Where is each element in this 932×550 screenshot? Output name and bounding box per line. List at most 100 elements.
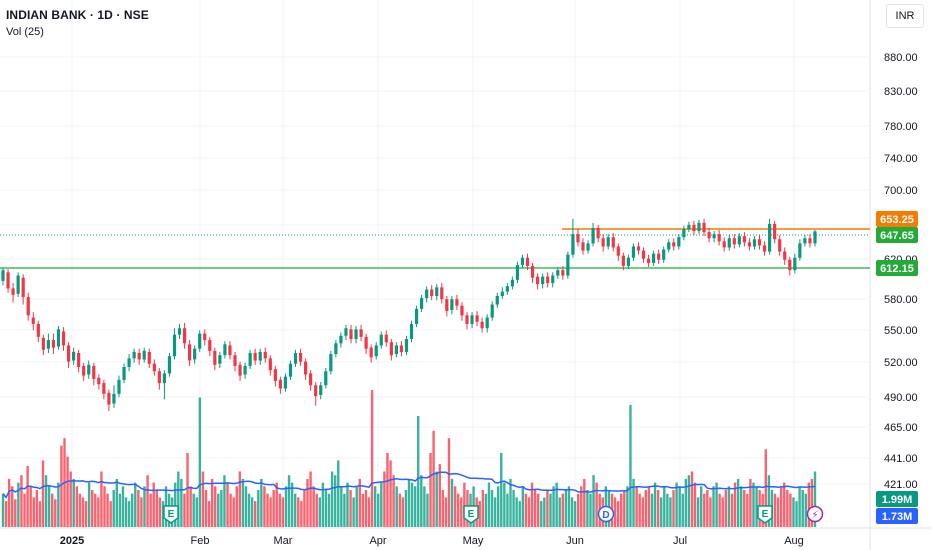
volume-bar (629, 404, 632, 527)
volume-bar (75, 486, 79, 527)
candle (778, 235, 782, 256)
candle (319, 382, 323, 400)
volume-bar (149, 493, 152, 527)
candle (616, 243, 620, 261)
candle (621, 252, 625, 271)
candle (581, 238, 585, 255)
volume-bar (386, 453, 389, 527)
candle (314, 382, 318, 406)
volume-bar (23, 493, 26, 527)
volume-bar (773, 493, 777, 527)
candle (354, 326, 358, 344)
volume-bar (653, 482, 657, 527)
candle (813, 230, 817, 247)
candle (657, 249, 661, 264)
candle (530, 262, 535, 284)
volume-bar (343, 493, 346, 527)
price-axis[interactable]: 880.00 830.00 780.00 740.00 700.00 580.00 550.… (884, 52, 918, 491)
candle (263, 347, 267, 363)
horizontal-lines[interactable] (0, 228, 870, 269)
candle (450, 295, 454, 315)
volume-bar (410, 482, 414, 527)
volume-bar (663, 486, 666, 527)
volume-bar (364, 490, 368, 527)
volume-bar (638, 493, 641, 527)
dividend-marker[interactable]: D (597, 505, 615, 523)
candle (334, 340, 338, 358)
volume-bar (7, 478, 11, 527)
volume-bar (155, 490, 158, 527)
volume-bar (69, 471, 72, 527)
volume-bar (795, 501, 798, 527)
volume-bar (195, 497, 198, 527)
volume-bar (247, 493, 251, 527)
candle (536, 273, 540, 290)
volume-bar (4, 501, 8, 527)
candle (510, 276, 514, 290)
volume-bar (389, 460, 392, 527)
svg-text:E: E (762, 509, 769, 520)
candle (520, 254, 525, 268)
volume-bar (66, 456, 69, 527)
candle (379, 331, 383, 349)
news-lightning-marker[interactable]: ⚡ (806, 505, 824, 523)
volume-bar (736, 478, 740, 527)
candle (495, 292, 499, 308)
earnings-marker[interactable]: E (757, 505, 773, 524)
volume-bar (72, 478, 75, 527)
volume-bar (460, 497, 463, 527)
volume-bar (666, 493, 669, 527)
candle (51, 333, 56, 355)
price-tick-label: 520.00 (884, 357, 918, 369)
volume-bar (786, 490, 789, 527)
earnings-marker[interactable]: E (463, 505, 479, 524)
candle (707, 227, 711, 243)
volume-bar (57, 482, 60, 527)
candle (223, 341, 227, 359)
candle (631, 243, 636, 261)
volume-bar (90, 490, 94, 527)
volume-bar (100, 471, 103, 527)
volume-bar (17, 482, 20, 527)
volume-bar (703, 493, 706, 527)
candle (72, 347, 76, 365)
candle (626, 254, 630, 270)
volume-bar (235, 486, 238, 527)
volume-bar (438, 464, 441, 527)
candle (384, 330, 388, 347)
volume-bar (41, 460, 45, 527)
time-axis[interactable]: 2025 Feb Mar Apr May Jun Jul Aug (60, 535, 804, 547)
candle (248, 349, 252, 370)
price-tick-label: 465.00 (884, 422, 918, 434)
volume-bar (226, 482, 229, 527)
volume-bar (201, 471, 205, 527)
volume-bar (198, 397, 202, 527)
candle (798, 239, 802, 261)
candle (591, 222, 595, 247)
volume-bar (558, 497, 561, 527)
volume-indicator-label[interactable]: Vol (25) (6, 26, 44, 38)
volume-bar (186, 453, 189, 527)
volume-bar (395, 486, 398, 527)
volume-bar (367, 497, 371, 527)
volume-bar (84, 501, 88, 527)
volume-bar (87, 482, 91, 527)
volume-bar (260, 478, 263, 527)
support-price-label: 612.15 (876, 260, 918, 276)
volume-bar (140, 497, 143, 527)
volume-bars (1, 390, 817, 527)
volume-bar (392, 475, 395, 527)
volume-bar (401, 497, 405, 527)
volume-bar (727, 486, 731, 527)
volume-bar (684, 478, 688, 527)
currency-button[interactable]: INR (886, 4, 924, 28)
candle (420, 294, 424, 313)
event-markers[interactable]: E E D E ⚡ (163, 505, 824, 524)
symbol-title[interactable]: INDIAN BANK · 1D · NSE (6, 8, 149, 22)
candle (218, 351, 222, 369)
earnings-marker[interactable]: E (163, 505, 179, 524)
volume-bar (435, 471, 438, 527)
candle (147, 348, 151, 369)
candle (551, 272, 555, 288)
